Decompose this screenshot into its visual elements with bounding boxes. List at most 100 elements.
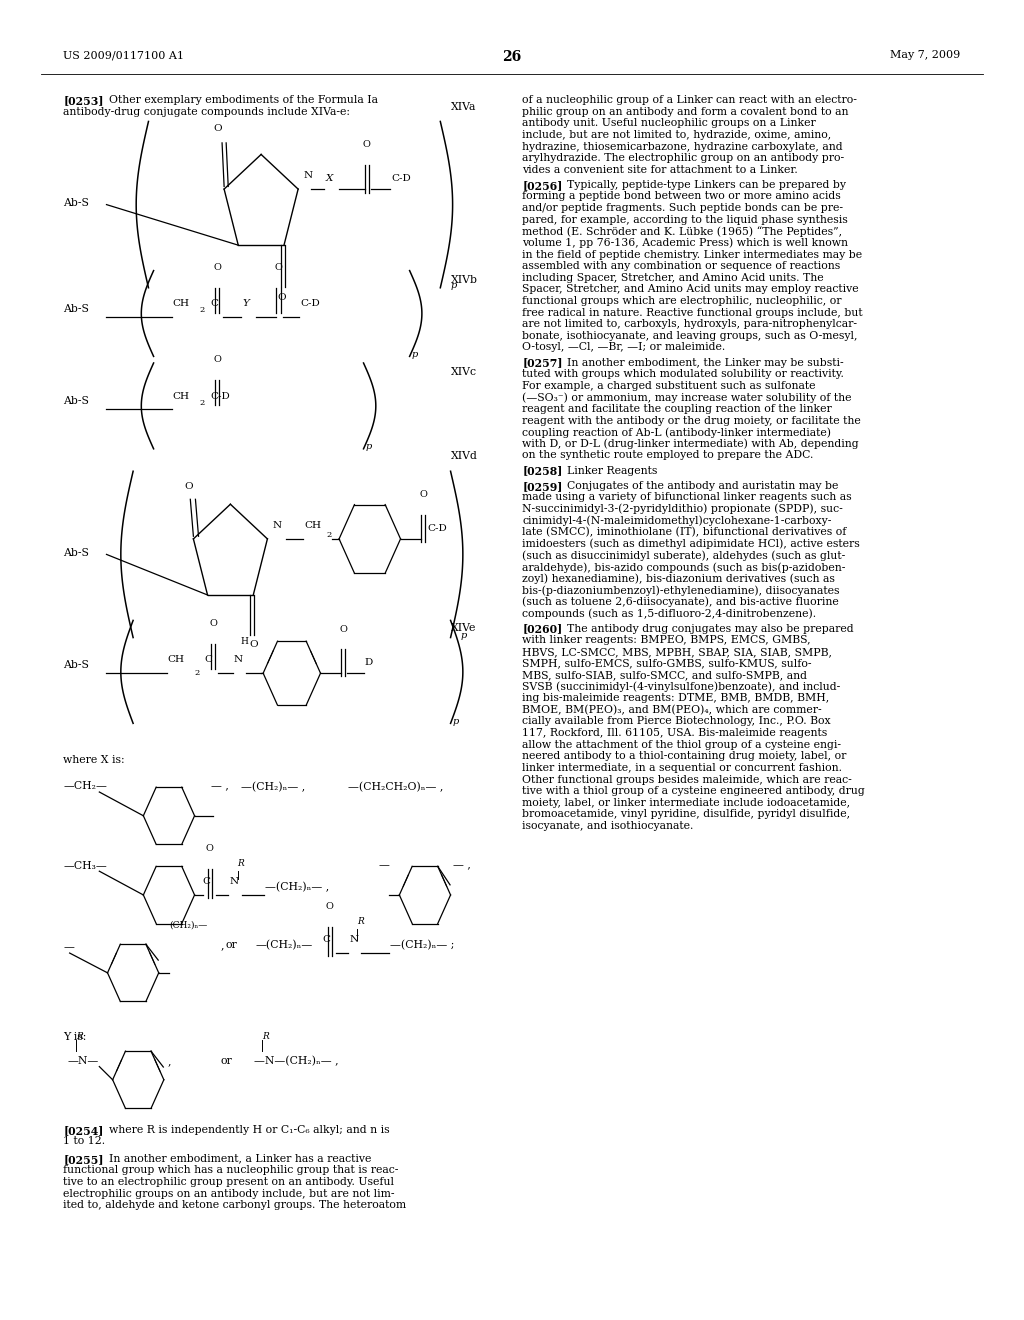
Text: O: O <box>213 263 221 272</box>
Text: [0260]: [0260] <box>522 623 562 635</box>
Text: R: R <box>76 1032 83 1041</box>
Text: XIVe: XIVe <box>451 623 476 634</box>
Text: CH: CH <box>304 521 322 531</box>
Text: ing bis-maleimide reagents: DTME, BMB, BMDB, BMH,: ing bis-maleimide reagents: DTME, BMB, B… <box>522 693 829 704</box>
Text: N-succinimidyl-3-(2-pyridyldithio) propionate (SPDP), suc-: N-succinimidyl-3-(2-pyridyldithio) propi… <box>522 504 843 515</box>
Text: in the field of peptide chemistry. Linker intermediates may be: in the field of peptide chemistry. Linke… <box>522 249 862 260</box>
Text: antibody unit. Useful nucleophilic groups on a Linker: antibody unit. Useful nucleophilic group… <box>522 119 816 128</box>
Text: H: H <box>241 638 249 645</box>
Text: assembled with any combination or sequence of reactions: assembled with any combination or sequen… <box>522 261 841 271</box>
Text: For example, a charged substituent such as sulfonate: For example, a charged substituent such … <box>522 380 816 391</box>
Text: May 7, 2009: May 7, 2009 <box>890 50 961 61</box>
Text: p: p <box>366 442 372 451</box>
Text: — ,: — , <box>211 781 228 792</box>
Text: [0257]: [0257] <box>522 358 563 368</box>
Text: HBVS, LC-SMCC, MBS, MPBH, SBAP, SIA, SIAB, SMPB,: HBVS, LC-SMCC, MBS, MPBH, SBAP, SIA, SIA… <box>522 647 833 657</box>
Text: —(CH₂)ₙ— ,: —(CH₂)ₙ— , <box>265 882 330 892</box>
Text: linker intermediate, in a sequential or concurrent fashion.: linker intermediate, in a sequential or … <box>522 763 842 774</box>
Text: p: p <box>461 631 467 640</box>
Text: Other exemplary embodiments of the Formula Ia: Other exemplary embodiments of the Formu… <box>109 95 378 106</box>
Text: CH: CH <box>172 300 189 308</box>
Text: functional group which has a nucleophilic group that is reac-: functional group which has a nucleophili… <box>63 1166 399 1175</box>
Text: MBS, sulfo-SIAB, sulfo-SMCC, and sulfo-SMPB, and: MBS, sulfo-SIAB, sulfo-SMCC, and sulfo-S… <box>522 671 807 680</box>
Text: on the synthetic route employed to prepare the ADC.: on the synthetic route employed to prepa… <box>522 450 814 461</box>
Text: N: N <box>272 521 282 531</box>
Text: —CH₂—: —CH₂— <box>63 781 108 792</box>
Text: — ,: — , <box>453 861 470 871</box>
Text: tive with a thiol group of a cysteine engineered antibody, drug: tive with a thiol group of a cysteine en… <box>522 787 865 796</box>
Text: Ab-S: Ab-S <box>63 304 89 314</box>
Text: SMPH, sulfo-EMCS, sulfo-GMBS, sulfo-KMUS, sulfo-: SMPH, sulfo-EMCS, sulfo-GMBS, sulfo-KMUS… <box>522 659 812 668</box>
Text: —(CH₂)ₙ— ;: —(CH₂)ₙ— ; <box>390 940 455 950</box>
Text: 2: 2 <box>327 531 332 539</box>
Text: moiety, label, or linker intermediate include iodoacetamide,: moiety, label, or linker intermediate in… <box>522 797 850 808</box>
Text: C-D: C-D <box>300 300 319 308</box>
Text: [0259]: [0259] <box>522 480 562 491</box>
Text: In another embodiment, the Linker may be substi-: In another embodiment, the Linker may be… <box>567 358 844 367</box>
Text: imidoesters (such as dimethyl adipimidate HCl), active esters: imidoesters (such as dimethyl adipimidat… <box>522 539 860 549</box>
Text: 2: 2 <box>200 399 205 407</box>
Text: p: p <box>412 350 418 359</box>
Text: N: N <box>229 878 239 886</box>
Text: araldehyde), bis-azido compounds (such as bis(p-azidoben-: araldehyde), bis-azido compounds (such a… <box>522 562 846 573</box>
Text: XIVb: XIVb <box>451 275 477 285</box>
Text: C: C <box>323 936 331 944</box>
Text: p: p <box>451 281 457 290</box>
Text: 1 to 12.: 1 to 12. <box>63 1137 105 1146</box>
Text: [0255]: [0255] <box>63 1154 104 1164</box>
Text: (CH₂)ₙ—: (CH₂)ₙ— <box>169 920 207 929</box>
Text: [0253]: [0253] <box>63 95 104 106</box>
Text: In another embodiment, a Linker has a reactive: In another embodiment, a Linker has a re… <box>109 1154 371 1164</box>
Text: Ab-S: Ab-S <box>63 548 89 558</box>
Text: bromoacetamide, vinyl pyridine, disulfide, pyridyl disulfide,: bromoacetamide, vinyl pyridine, disulfid… <box>522 809 850 820</box>
Text: compounds (such as 1,5-difluoro-2,4-dinitrobenzene).: compounds (such as 1,5-difluoro-2,4-dini… <box>522 609 816 619</box>
Text: Spacer, Stretcher, and Amino Acid units may employ reactive: Spacer, Stretcher, and Amino Acid units … <box>522 284 859 294</box>
Text: of a nucleophilic group of a Linker can react with an electro-: of a nucleophilic group of a Linker can … <box>522 95 857 106</box>
Text: are not limited to, carboxyls, hydroxyls, para-nitrophenylcar-: are not limited to, carboxyls, hydroxyls… <box>522 319 857 329</box>
Text: allow the attachment of the thiol group of a cysteine engi-: allow the attachment of the thiol group … <box>522 739 842 750</box>
Text: The antibody drug conjugates may also be prepared: The antibody drug conjugates may also be… <box>567 623 854 634</box>
Text: C-D: C-D <box>391 174 411 183</box>
Text: —: — <box>379 861 390 871</box>
Text: SVSB (succinimidyl-(4-vinylsulfone)benzoate), and includ-: SVSB (succinimidyl-(4-vinylsulfone)benzo… <box>522 681 841 692</box>
Text: O: O <box>326 902 334 911</box>
Text: O: O <box>278 293 287 302</box>
Text: O: O <box>249 640 258 649</box>
Text: 2: 2 <box>200 306 205 314</box>
Text: antibody-drug conjugate compounds include XIVa-e:: antibody-drug conjugate compounds includ… <box>63 107 350 116</box>
Text: isocyanate, and isothiocyanate.: isocyanate, and isothiocyanate. <box>522 821 693 832</box>
Text: electrophilic groups on an antibody include, but are not lim-: electrophilic groups on an antibody incl… <box>63 1188 395 1199</box>
Text: or: or <box>225 940 237 950</box>
Text: —(CH₂)ₙ—: —(CH₂)ₙ— <box>256 940 313 950</box>
Text: or: or <box>220 1056 231 1067</box>
Text: —(CH₂)ₙ— ,: —(CH₂)ₙ— , <box>241 781 305 792</box>
Text: functional groups which are electrophilic, nucleophilic, or: functional groups which are electrophili… <box>522 296 842 306</box>
Text: —CH₃—: —CH₃— <box>63 861 108 871</box>
Text: CH: CH <box>172 392 189 400</box>
Text: C: C <box>203 878 211 886</box>
Text: O: O <box>213 355 221 364</box>
Text: ,: , <box>220 940 223 950</box>
Text: R: R <box>357 917 365 925</box>
Text: Ab-S: Ab-S <box>63 198 89 209</box>
Text: tuted with groups which modulated solubility or reactivity.: tuted with groups which modulated solubi… <box>522 370 844 379</box>
Text: hydrazine, thiosemicarbazone, hydrazine carboxylate, and: hydrazine, thiosemicarbazone, hydrazine … <box>522 141 843 152</box>
Text: Ab-S: Ab-S <box>63 396 89 407</box>
Text: pared, for example, according to the liquid phase synthesis: pared, for example, according to the liq… <box>522 215 848 224</box>
Text: zoyl) hexanediamine), bis-diazonium derivatives (such as: zoyl) hexanediamine), bis-diazonium deri… <box>522 574 836 585</box>
Text: Y is:: Y is: <box>63 1032 87 1043</box>
Text: N: N <box>233 656 243 664</box>
Text: O: O <box>274 263 283 272</box>
Text: (such as disuccinimidyl suberate), aldehydes (such as glut-: (such as disuccinimidyl suberate), aldeh… <box>522 550 846 561</box>
Text: Y: Y <box>243 300 250 308</box>
Text: and/or peptide fragments. Such peptide bonds can be pre-: and/or peptide fragments. Such peptide b… <box>522 203 843 213</box>
Text: Other functional groups besides maleimide, which are reac-: Other functional groups besides maleimid… <box>522 775 852 784</box>
Text: 26: 26 <box>503 50 521 65</box>
Text: (—SO₃⁻) or ammonium, may increase water solubility of the: (—SO₃⁻) or ammonium, may increase water … <box>522 392 852 403</box>
Text: BMOE, BM(PEO)₃, and BM(PEO)₄, which are commer-: BMOE, BM(PEO)₃, and BM(PEO)₄, which are … <box>522 705 822 715</box>
Text: O: O <box>419 490 427 499</box>
Text: O: O <box>184 482 193 491</box>
Text: CH: CH <box>167 656 184 664</box>
Text: p: p <box>453 717 459 726</box>
Text: Conjugates of the antibody and auristatin may be: Conjugates of the antibody and auristati… <box>567 480 839 491</box>
